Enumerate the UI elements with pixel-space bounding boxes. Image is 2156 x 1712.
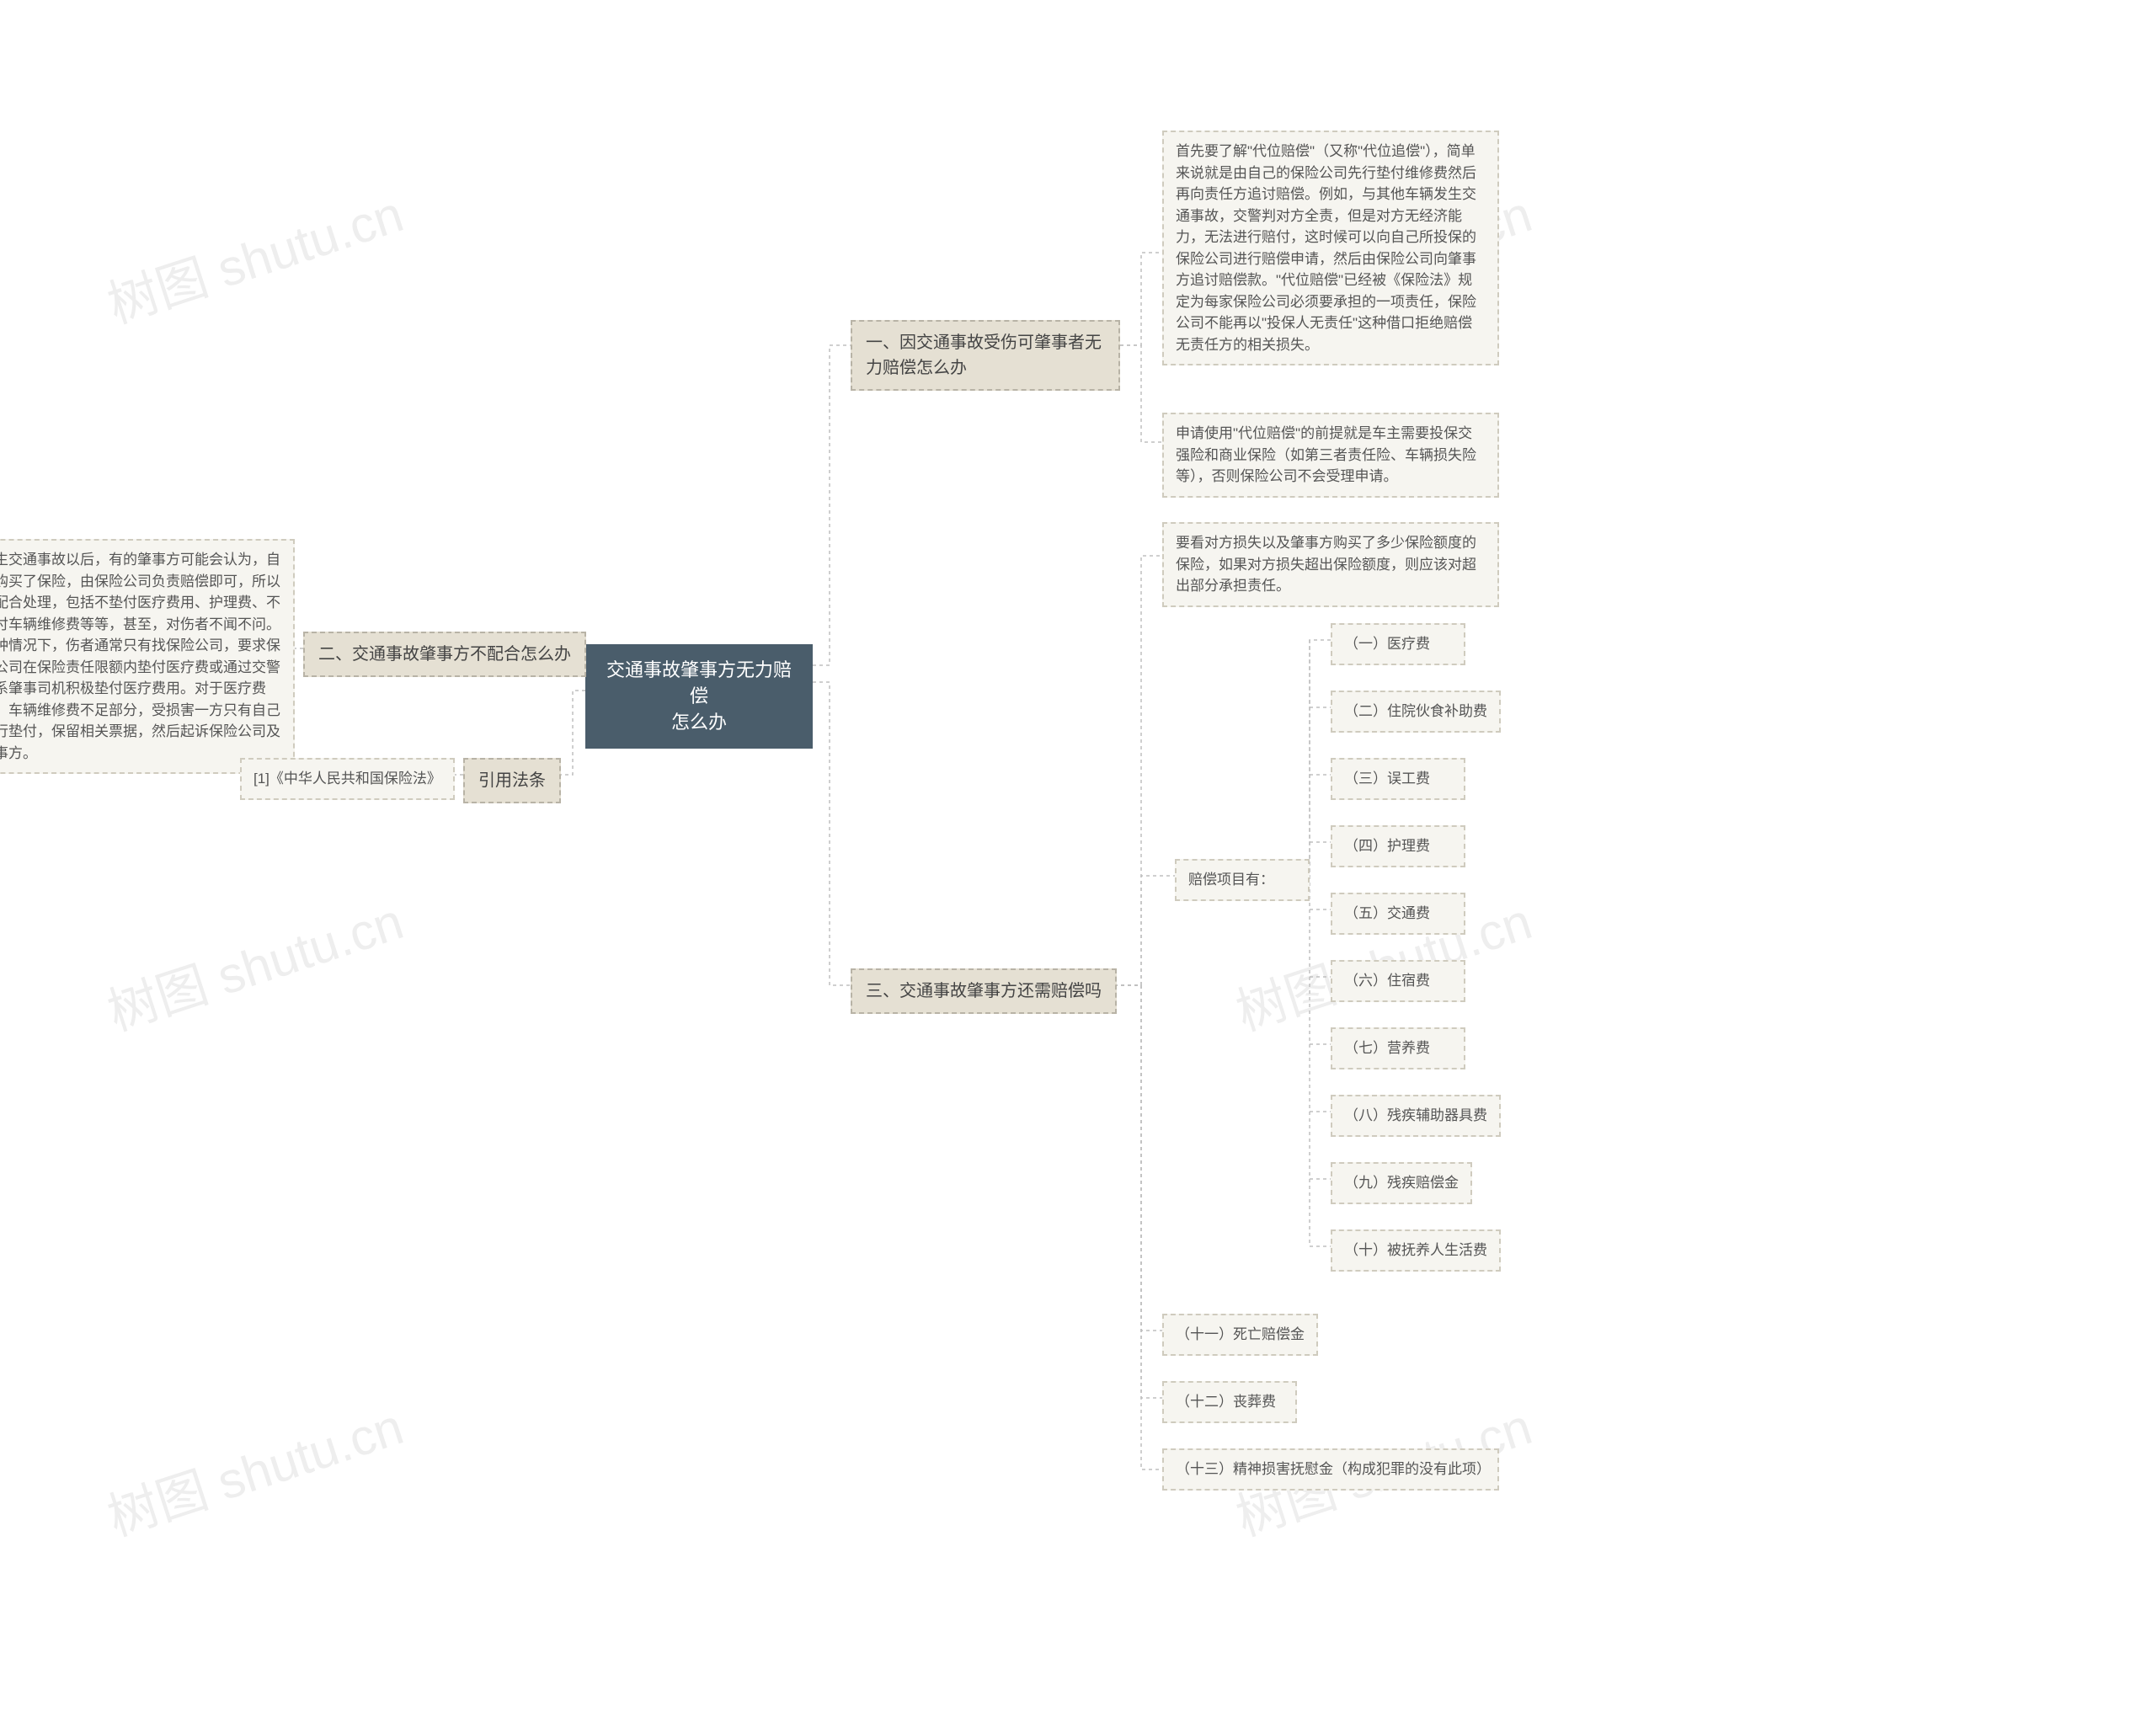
branch-3-intro: 要看对方损失以及肇事方购买了多少保险额度的保险，如果对方损失超出保险额度，则应该… [1162,522,1499,607]
comp-item: （四）护理费 [1331,825,1465,867]
branch-3: 三、交通事故肇事方还需赔偿吗 [851,968,1117,1014]
comp-item: （九）残疾赔偿金 [1331,1162,1472,1204]
comp-item-b: （十三）精神损害抚慰金（构成犯罪的没有此项） [1162,1448,1499,1491]
comp-item: （二）住院伙食补助费 [1331,691,1501,733]
branch-ref-leaf: [1]《中华人民共和国保险法》 [240,758,455,800]
comp-item-b: （十二）丧葬费 [1162,1381,1297,1423]
branch-1: 一、因交通事故受伤可肇事者无力赔偿怎么办 [851,320,1120,391]
branch-1-leaf-0: 首先要了解"代位赔偿"（又称"代位追偿"），简单来说就是由自己的保险公司先行垫付… [1162,131,1499,365]
comp-item: （十）被抚养人生活费 [1331,1229,1501,1272]
comp-item: （六）住宿费 [1331,960,1465,1002]
root-node: 交通事故肇事方无力赔偿 怎么办 [585,644,813,749]
comp-item: （五）交通费 [1331,893,1465,935]
root-title-l1: 交通事故肇事方无力赔偿 [604,658,794,710]
branch-1-leaf-1: 申请使用"代位赔偿"的前提就是车主需要投保交强险和商业保险（如第三者责任险、车辆… [1162,413,1499,498]
branch-2: 二、交通事故肇事方不配合怎么办 [303,632,586,677]
connectors [0,0,2156,1712]
comp-item: （一）医疗费 [1331,623,1465,665]
watermark: 树图 shutu.cn [97,173,411,338]
branch-2-leaf: 发生交通事故以后，有的肇事方可能会认为，自己购买了保险，由保险公司负责赔偿即可，… [0,539,295,774]
comp-item: （三）误工费 [1331,758,1465,800]
comp-item: （八）残疾辅助器具费 [1331,1095,1501,1137]
comp-item-b: （十一）死亡赔偿金 [1162,1314,1318,1356]
branch-3-group-label: 赔偿项目有： [1175,859,1310,901]
watermark: 树图 shutu.cn [97,1386,411,1550]
branch-ref: 引用法条 [463,758,561,803]
comp-item: （七）营养费 [1331,1027,1465,1069]
root-title-l2: 怎么办 [604,710,794,736]
watermark: 树图 shutu.cn [97,881,411,1045]
